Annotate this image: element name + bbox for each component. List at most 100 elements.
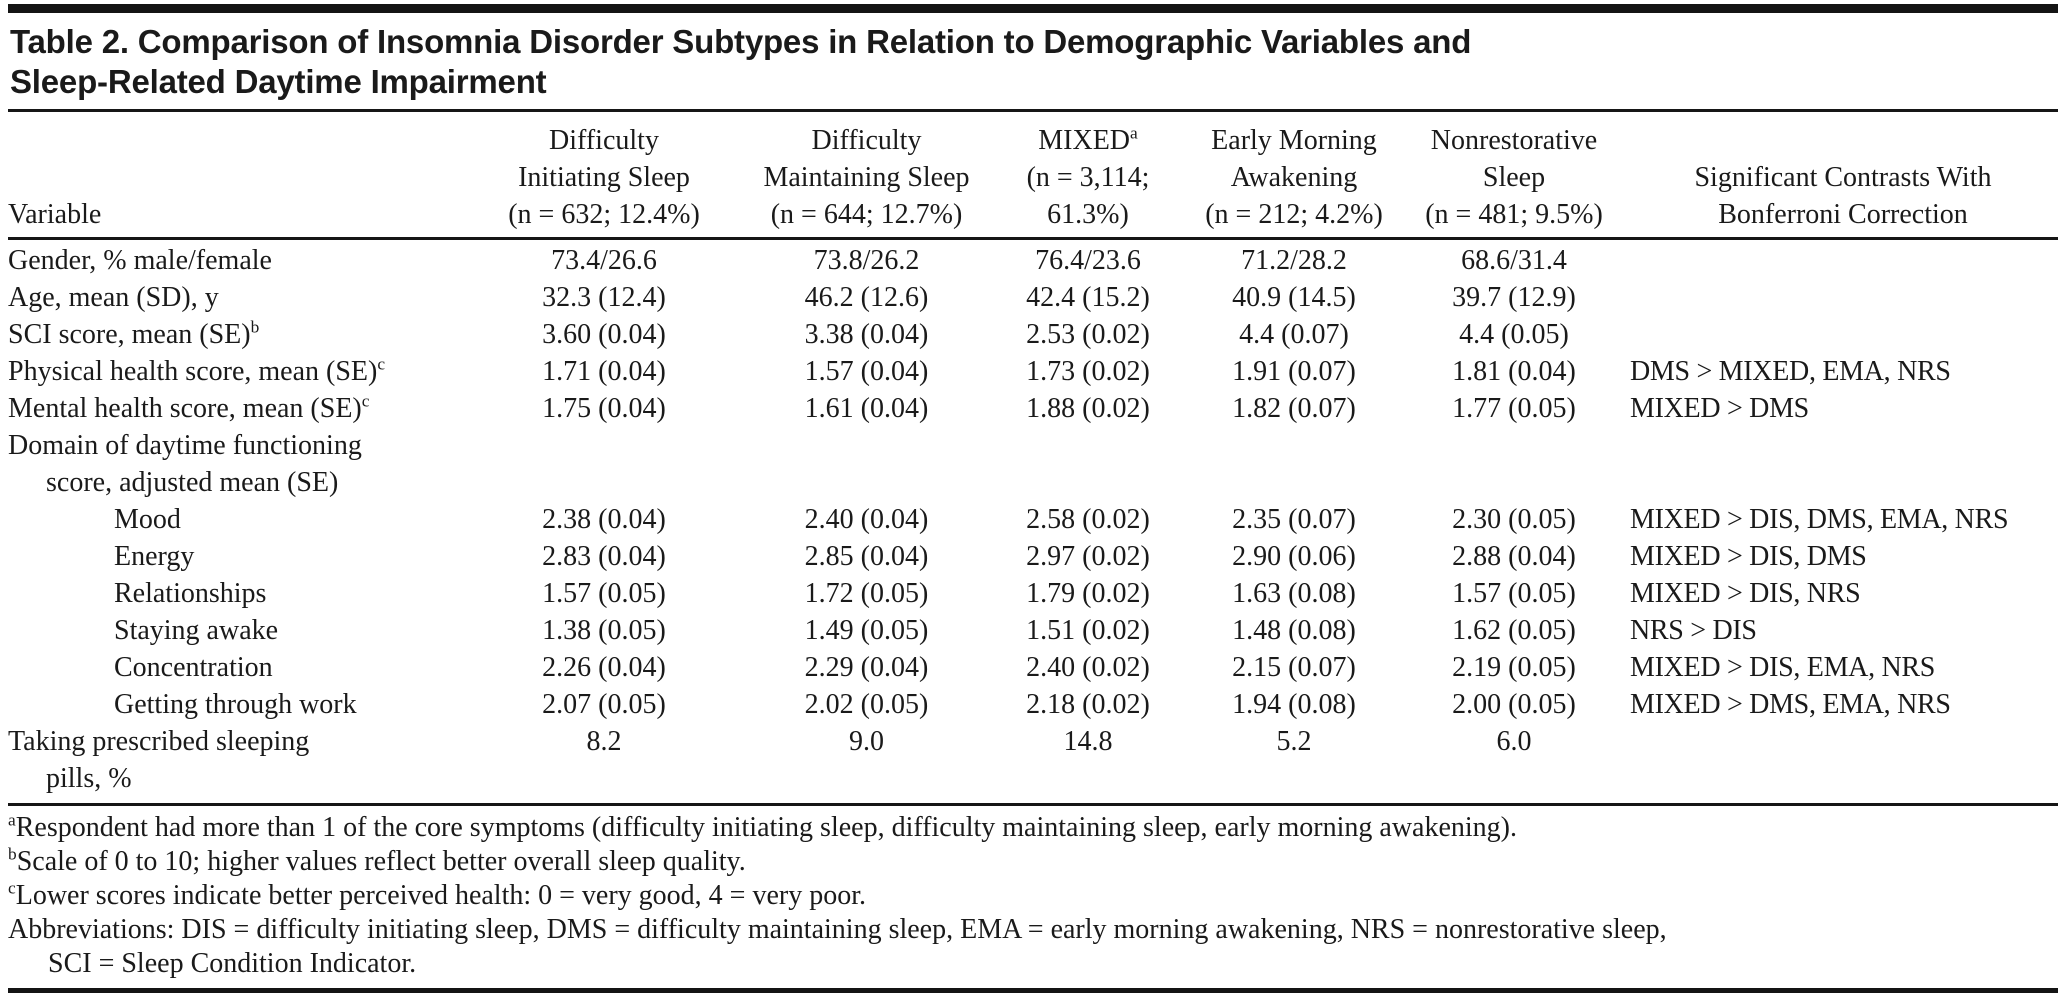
value-cell: 2.88 (0.04) [1452, 541, 1576, 572]
bottom-rule [8, 988, 2058, 993]
table-figure: Table 2. Comparison of Insomnia Disorder… [0, 4, 2066, 993]
value-cell: 40.9 (14.5) [1232, 282, 1356, 313]
contrast-cell: MIXED > DIS, EMA, NRS [1630, 652, 1936, 683]
row-label-text: Staying awake [114, 615, 279, 646]
column-header-line: (n = 212; 4.2%) [1205, 199, 1383, 230]
value-cell: 68.6/31.4 [1461, 245, 1567, 276]
contrast-cell: NRS > DIS [1630, 615, 1757, 646]
value-cell: 8.2 [586, 726, 622, 757]
value-cell: 73.8/26.2 [813, 245, 920, 276]
table-row: Staying awake 1.38 (0.05) 1.49 (0.05) 1.51 … [8, 612, 2058, 649]
value-cell: 2.02 (0.05) [804, 689, 929, 720]
value-cell: 2.40 (0.04) [804, 504, 929, 535]
row-label: Concentration [8, 649, 463, 686]
row-label-text: Mood [114, 504, 181, 535]
footnote-marker: c [361, 391, 370, 411]
value-cell: 1.77 (0.05) [1452, 393, 1576, 424]
row-label: Age, mean (SD), y [8, 279, 463, 316]
value-cell: 39.7 (12.9) [1452, 282, 1576, 313]
value-cell: 3.60 (0.04) [542, 319, 666, 350]
column-header-line: Significant Contrasts With [1694, 162, 1992, 193]
row-label: SCI score, mean (SE)b [8, 316, 463, 353]
table-header-row: Variable Difficulty Initiating Sleep (n = 6… [8, 112, 2058, 240]
value-cell: 14.8 [1063, 726, 1113, 757]
row-label: Relationships [8, 575, 463, 612]
value-cell: 1.57 (0.05) [542, 578, 666, 609]
row-label-text: Age, mean (SD), y [8, 282, 219, 313]
column-header-line: (n = 632; 12.4%) [508, 199, 700, 230]
value-cell: 1.63 (0.08) [1232, 578, 1356, 609]
value-cell: 2.97 (0.02) [1026, 541, 1150, 572]
value-cell: 1.94 (0.08) [1232, 689, 1356, 720]
section-row: Domain of daytime functioning score, adju… [8, 427, 2058, 501]
table-row: Gender, % male/female 73.4/26.6 73.8/26.2 7… [8, 242, 2058, 279]
row-label: Mood [8, 501, 463, 538]
row-label: Gender, % male/female [8, 242, 463, 279]
footnote-marker: b [8, 844, 17, 864]
value-cell: 4.4 (0.05) [1459, 319, 1569, 350]
column-header-line: Sleep [1482, 162, 1546, 193]
value-cell: 46.2 (12.6) [804, 282, 929, 313]
contrast-cell: DMS > MIXED, EMA, NRS [1630, 356, 1951, 387]
value-cell: 1.49 (0.05) [804, 615, 929, 646]
value-cell: 1.79 (0.02) [1026, 578, 1150, 609]
row-label: Domain of daytime functioning score, adju… [8, 427, 463, 501]
footnote: bScale of 0 to 10; higher values reflect… [8, 845, 2058, 879]
value-cell: 2.00 (0.05) [1452, 689, 1576, 720]
table-body: Gender, % male/female 73.4/26.6 73.8/26.2 7… [8, 240, 2058, 803]
table-row: Getting through work 2.07 (0.05) 2.02 (0.0… [8, 686, 2058, 723]
value-cell: 1.91 (0.07) [1232, 356, 1356, 387]
value-cell: 2.35 (0.07) [1232, 504, 1356, 535]
contrast-cell: MIXED > DIS, NRS [1630, 578, 1861, 609]
top-rule [8, 4, 2058, 13]
value-cell: 2.85 (0.04) [804, 541, 929, 572]
column-header-line: (n = 644; 12.7%) [770, 199, 963, 230]
footnote: aRespondent had more than 1 of the core … [8, 811, 2058, 845]
column-header-ema: Early Morning Awakening (n = 212; 4.2%) [1188, 122, 1400, 233]
value-cell: 2.38 (0.04) [542, 504, 666, 535]
table-row: Relationships 1.57 (0.05) 1.72 (0.05) 1.79 … [8, 575, 2058, 612]
row-label-text: Domain of daytime functioning [8, 430, 362, 461]
title-rule [8, 109, 2058, 112]
value-cell: 3.38 (0.04) [804, 319, 929, 350]
value-cell: 2.30 (0.05) [1452, 504, 1576, 535]
value-cell: 4.4 (0.07) [1239, 319, 1349, 350]
column-header-variable: Variable [8, 196, 463, 233]
footnote: cLower scores indicate better perceived … [8, 879, 2058, 913]
footnote-text: Scale of 0 to 10; higher values reflect … [16, 846, 746, 877]
value-cell: 2.29 (0.04) [804, 652, 929, 683]
column-header-dms: Difficulty Maintaining Sleep (n = 644; 12.… [745, 122, 988, 233]
row-label-text: Relationships [114, 578, 267, 609]
value-cell: 9.0 [849, 726, 884, 757]
value-cell: 1.72 (0.05) [804, 578, 929, 609]
value-cell: 1.88 (0.02) [1026, 393, 1150, 424]
value-cell: 2.58 (0.02) [1026, 504, 1150, 535]
column-header-contrasts: Significant Contrasts With Bonferroni Cor… [1628, 159, 2058, 233]
value-cell: 5.2 [1276, 726, 1312, 757]
value-cell: 1.57 (0.05) [1452, 578, 1576, 609]
column-header-line: (n = 481; 9.5%) [1425, 199, 1603, 230]
value-cell: 1.82 (0.07) [1232, 393, 1356, 424]
value-cell: 2.26 (0.04) [542, 652, 666, 683]
value-cell: 2.90 (0.06) [1232, 541, 1356, 572]
value-cell: 2.18 (0.02) [1026, 689, 1150, 720]
value-cell: 1.51 (0.02) [1026, 615, 1150, 646]
row-label: Taking prescribed sleeping pills, % [8, 723, 463, 797]
table-title-line1: Table 2. Comparison of Insomnia Disorder… [10, 23, 1472, 60]
footnote-marker: c [8, 878, 16, 898]
row-label: Getting through work [8, 686, 463, 723]
value-cell: 6.0 [1496, 726, 1532, 757]
value-cell: 42.4 (15.2) [1026, 282, 1150, 313]
footnote: Abbreviations: DIS = difficulty initiati… [8, 913, 2058, 947]
column-header-line: Bonferroni Correction [1718, 199, 1968, 230]
contrast-cell: MIXED > DIS, DMS, EMA, NRS [1630, 504, 2009, 535]
row-label-text: SCI score, mean (SE)b [8, 317, 260, 350]
table-row: Mood 2.38 (0.04) 2.40 (0.04) 2.58 (0.02) 2.3… [8, 501, 2058, 538]
row-label-text: Physical health score, mean (SE)c [8, 354, 386, 387]
column-header-line: Maintaining Sleep [763, 162, 970, 193]
row-label-text: Mental health score, mean (SE)c [8, 391, 370, 424]
footnote-marker: a [8, 810, 16, 830]
row-label-text: Gender, % male/female [8, 245, 272, 276]
column-header-line: 61.3%) [1047, 199, 1129, 230]
contrast-cell: MIXED > DMS [1630, 393, 1809, 424]
